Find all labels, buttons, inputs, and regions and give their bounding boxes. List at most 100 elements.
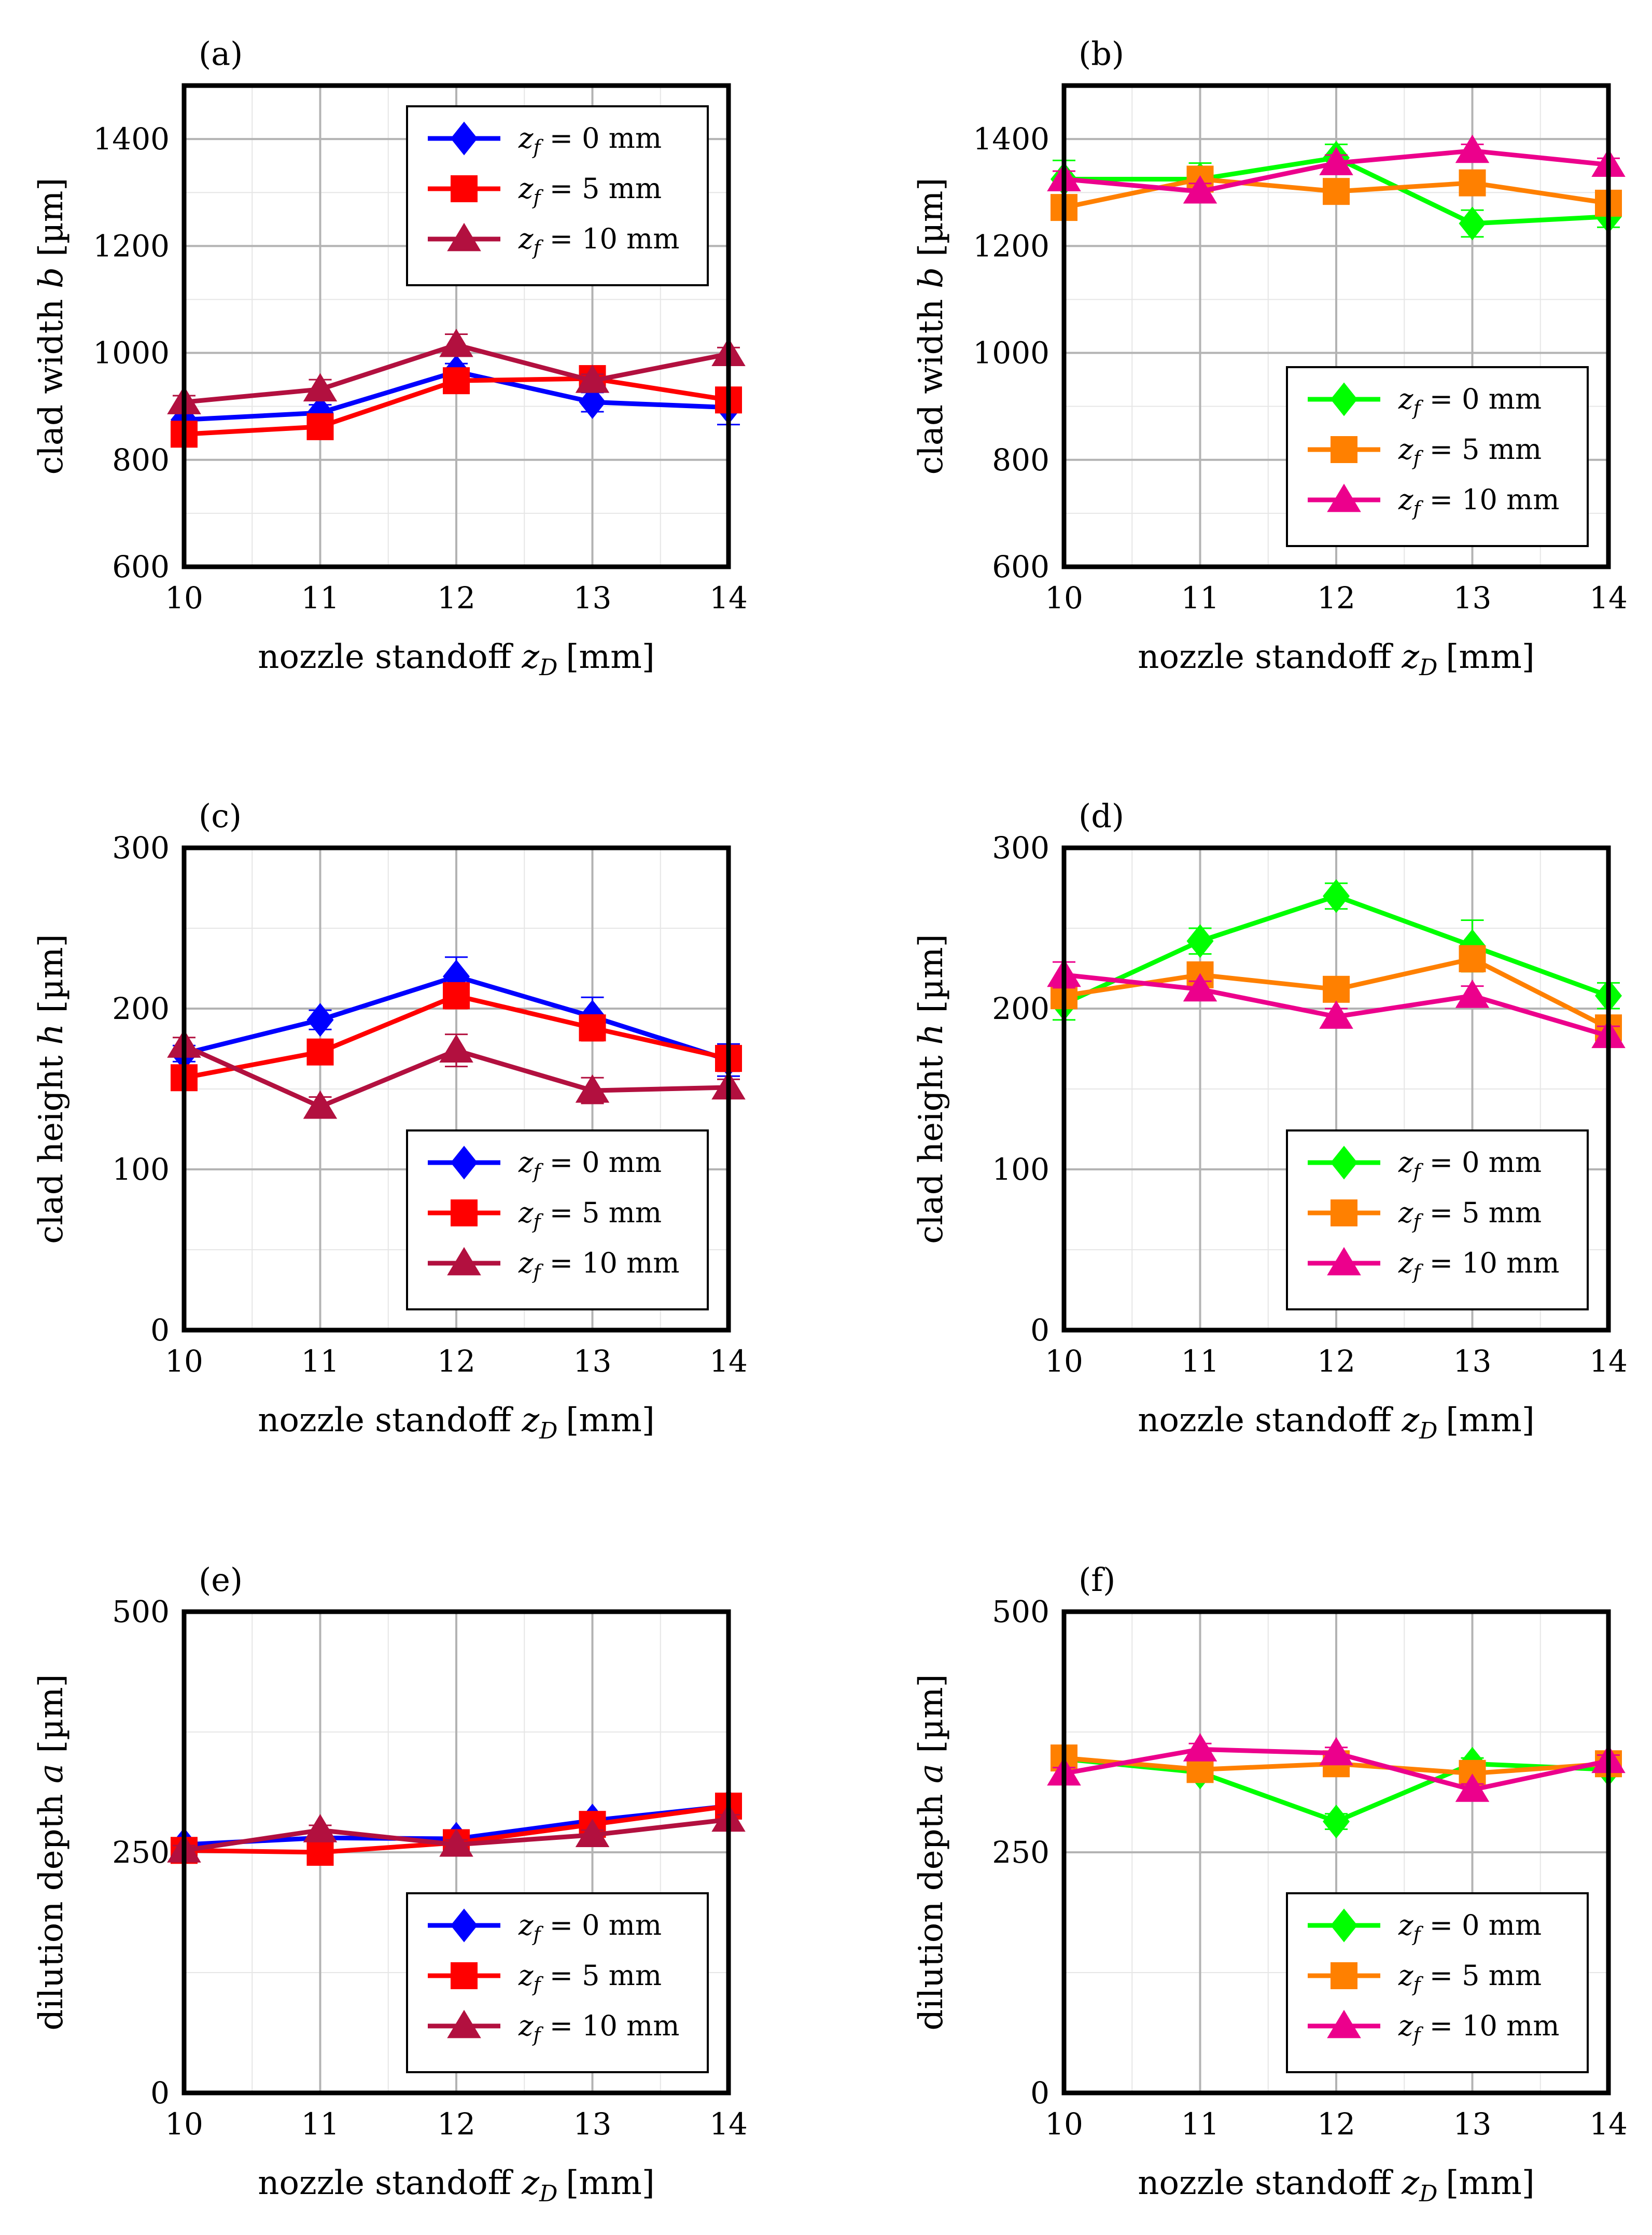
x-tick-label: 11 [301,580,340,616]
y-axis-label-text: clad height [912,1055,950,1244]
legend-eq: = [1421,2009,1462,2042]
legend-entry: zf = 0 mm [1308,1908,1542,1946]
x-axis-label-text: nozzle standoff [1138,2164,1393,2202]
y-tick-label: 100 [112,1152,170,1187]
y-tick-label: 250 [112,1835,170,1870]
legend-marker [451,121,478,156]
legend-marker [451,1146,478,1180]
legend-eq: = [1421,1959,1462,1992]
legend-marker [447,222,481,252]
legend-val: 10 [582,2009,618,2042]
legend-eq: = [1421,1247,1462,1279]
x-tick-label: 12 [437,2106,475,2142]
data-point [306,1839,334,1866]
plot-frame [181,1609,731,2096]
legend-var: z [1398,433,1413,466]
panel-label: (a) [199,35,243,73]
legend-marker [447,1247,481,1276]
legend-var: z [518,1959,534,1992]
x-axis-label-text: nozzle standoff [258,2164,513,2202]
legend-unit: mm [1479,1909,1542,1941]
x-tick-label: 14 [709,1344,748,1379]
data-point [303,1814,338,1842]
legend-val: 5 [1462,433,1479,466]
x-axis-label-sub: D [539,654,557,681]
x-tick-label: 12 [1317,580,1355,616]
x-axis-label-text: nozzle standoff [1138,1401,1393,1440]
y-tick-label: 1000 [93,336,170,371]
series-triangle [167,328,746,414]
legend-var: z [518,122,534,155]
legend-entry: zf = 10 mm [428,2009,679,2046]
chart-panel-a: 10 11 12 13 14 600 800 1000 1200 1400 (a) nozzle st… [32,35,748,681]
x-tick-label: 12 [1317,2106,1355,2142]
data-point [575,1074,610,1103]
y-axis-label-unit: [µm] [32,934,71,1013]
legend-label: zf = 0 mm [1398,383,1542,420]
legend-entry: zf = 0 mm [1308,382,1542,420]
legend-marker [1331,1199,1357,1226]
x-tick-label: 14 [1589,580,1628,616]
legend-marker [1331,382,1357,416]
plot-frame [1061,845,1611,1333]
legend-unit: mm [1479,1959,1542,1992]
legend-marker [1331,1962,1357,1989]
data-point [439,1828,473,1857]
y-tick-label: 1200 [93,228,170,263]
legend-label: zf = 10 mm [518,2009,679,2046]
panel-label: (c) [199,797,242,835]
y-axis-label-unit: [µm] [32,178,71,257]
x-axis-label: nozzle standoff zD [mm] [258,2164,654,2207]
legend-unit: mm [618,222,680,255]
legend-var: z [1398,1959,1413,1992]
legend-label: zf = 0 mm [518,1146,662,1183]
data-point [303,373,338,402]
legend-unit: mm [1497,2009,1560,2042]
y-tick-label: 100 [992,1152,1049,1187]
data-point [439,328,473,357]
legend: zf = 0 mm zf = 5 mm zf = 10 mm [1286,366,1589,547]
x-axis-label: nozzle standoff zD [mm] [1138,1401,1534,1444]
x-tick-label: 10 [1045,1344,1083,1379]
legend-entry: zf = 5 mm [428,172,662,209]
legend-marker [451,1199,478,1226]
x-axis-label-unit: [mm] [566,1401,654,1440]
x-axis-label-var: z [521,638,540,676]
legend-marker [1331,1146,1357,1180]
legend-entry: zf = 5 mm [428,1959,662,1996]
legend-var: z [518,172,534,205]
x-tick-label: 10 [165,1344,203,1379]
legend-marker [1331,1908,1357,1943]
legend-var: z [518,1909,534,1941]
x-tick-label: 10 [165,2106,203,2142]
x-tick-label: 13 [1453,580,1492,616]
legend-marker [451,1962,478,1989]
x-tick-label: 11 [1181,580,1220,616]
y-tick-label: 0 [150,1312,170,1348]
legend-val: 10 [582,1247,618,1279]
x-axis-label-var: z [1401,638,1420,676]
y-axis-label-text: clad width [912,299,950,474]
x-axis-label-unit: [mm] [566,2164,654,2202]
legend-entry: zf = 5 mm [1308,1196,1542,1233]
data-point [575,1819,610,1847]
x-axis-label: nozzle standoff zD [mm] [1138,2164,1534,2207]
y-tick-label: 200 [992,991,1049,1026]
legend-var: z [1398,383,1413,415]
y-axis-label-unit: [µm] [912,1674,950,1753]
y-axis-label: clad height h [µm] [32,934,71,1244]
x-axis-label-var: z [521,1401,540,1440]
y-axis-label-text: dilution depth [912,1794,950,2030]
y-axis-label-var: b [32,267,71,288]
legend-label: zf = 0 mm [518,122,662,159]
legend-label: zf = 5 mm [1398,433,1542,470]
data-point [579,1014,606,1042]
data-point [1459,206,1486,241]
data-point [579,385,606,419]
data-point [303,1090,338,1119]
legend-var: z [518,1196,534,1229]
x-axis-label-unit: [mm] [1446,1401,1534,1440]
y-tick-label: 600 [992,549,1049,584]
legend-val: 10 [1462,1247,1497,1279]
legend-eq: = [541,122,582,155]
